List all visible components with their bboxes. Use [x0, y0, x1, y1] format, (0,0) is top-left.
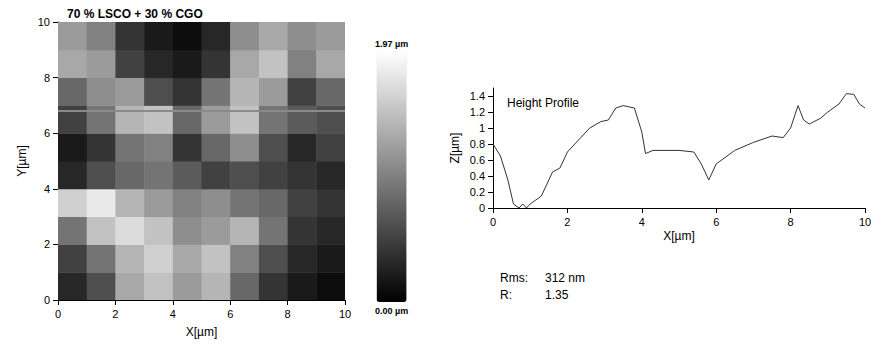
svg-text:0.8: 0.8: [470, 138, 485, 150]
svg-text:10: 10: [38, 16, 50, 28]
svg-text:0.00 µm: 0.00 µm: [375, 306, 408, 316]
svg-text:10: 10: [339, 308, 351, 320]
svg-text:8: 8: [44, 72, 50, 84]
svg-text:Height Profile: Height Profile: [507, 96, 579, 110]
svg-text:1.35: 1.35: [545, 288, 569, 302]
svg-text:6: 6: [227, 308, 233, 320]
svg-text:10: 10: [859, 216, 871, 228]
svg-text:2: 2: [564, 216, 570, 228]
svg-text:4: 4: [639, 216, 645, 228]
svg-text:1.2: 1.2: [470, 106, 485, 118]
svg-text:2: 2: [112, 308, 118, 320]
svg-text:1.97 µm: 1.97 µm: [375, 39, 408, 49]
svg-text:70 % LSCO + 30 % CGO: 70 % LSCO + 30 % CGO: [67, 7, 203, 21]
svg-text:0: 0: [490, 216, 496, 228]
svg-text:1: 1: [479, 122, 485, 134]
svg-text:312 nm: 312 nm: [545, 271, 585, 285]
svg-text:0: 0: [479, 202, 485, 214]
svg-text:4: 4: [44, 183, 50, 195]
svg-text:8: 8: [788, 216, 794, 228]
svg-text:X[µm]: X[µm]: [663, 229, 695, 243]
svg-text:Y[µm]: Y[µm]: [15, 145, 29, 177]
svg-text:Rms:: Rms:: [500, 271, 528, 285]
svg-text:0.6: 0.6: [470, 154, 485, 166]
svg-text:0.4: 0.4: [470, 170, 485, 182]
svg-text:0.2: 0.2: [470, 186, 485, 198]
svg-text:Z[µm]: Z[µm]: [448, 133, 462, 164]
svg-text:8: 8: [285, 308, 291, 320]
svg-text:6: 6: [44, 127, 50, 139]
svg-text:4: 4: [170, 308, 176, 320]
svg-text:0: 0: [55, 308, 61, 320]
svg-text:0: 0: [44, 294, 50, 306]
svg-text:6: 6: [713, 216, 719, 228]
svg-text:X[µm]: X[µm]: [186, 325, 218, 339]
svg-text:2: 2: [44, 238, 50, 250]
svg-text:R:: R:: [500, 288, 512, 302]
svg-text:1.4: 1.4: [470, 90, 485, 102]
